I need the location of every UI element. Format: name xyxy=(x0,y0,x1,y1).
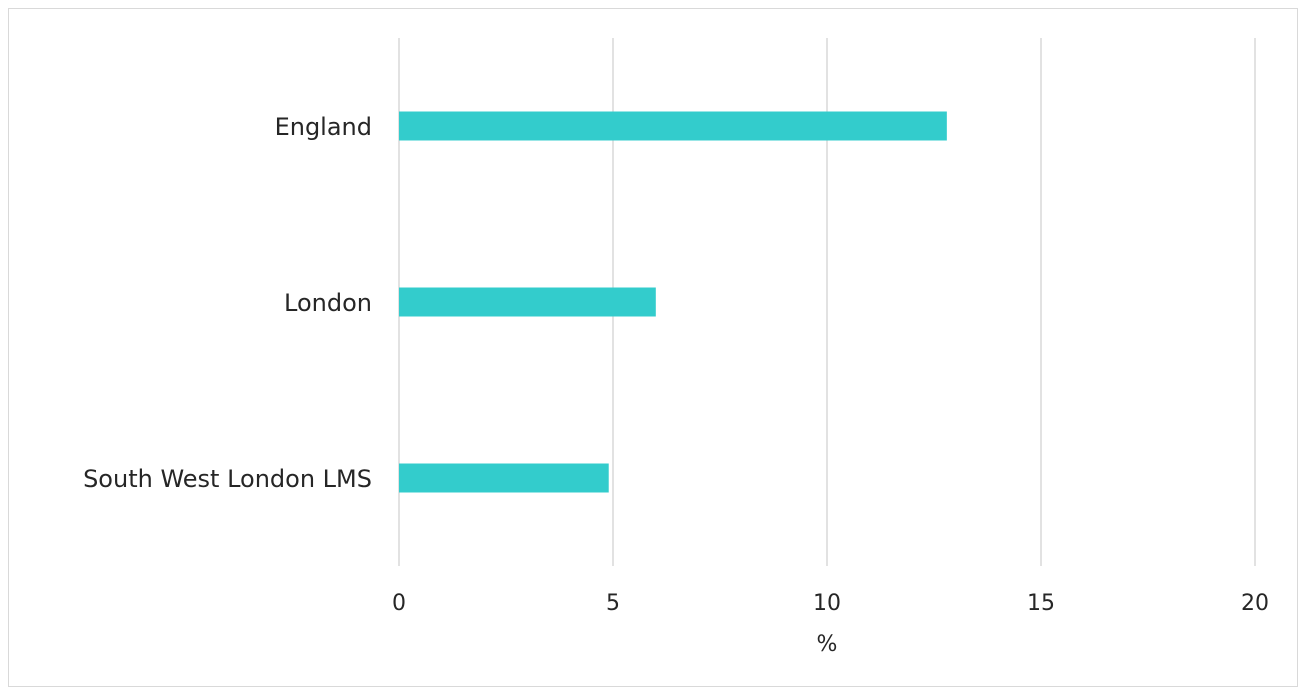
x-tick-label-10: 10 xyxy=(813,591,841,616)
bar-england xyxy=(399,111,947,141)
category-label-england: England xyxy=(275,113,372,141)
category-labels: England London South West London LMS xyxy=(83,113,372,493)
x-axis-title: % xyxy=(817,632,838,657)
bar-south-west-london-lms xyxy=(399,463,609,493)
chart-frame xyxy=(8,8,1298,687)
category-label-london: London xyxy=(284,289,372,317)
category-label-south-west-london-lms: South West London LMS xyxy=(83,465,372,493)
bars xyxy=(399,111,947,493)
x-tick-labels: 0 5 10 15 20 xyxy=(392,591,1269,616)
x-tick-label-20: 20 xyxy=(1241,591,1269,616)
x-tick-label-0: 0 xyxy=(392,591,406,616)
bar-london xyxy=(399,287,656,317)
x-tick-label-15: 15 xyxy=(1027,591,1055,616)
x-tick-label-5: 5 xyxy=(606,591,620,616)
